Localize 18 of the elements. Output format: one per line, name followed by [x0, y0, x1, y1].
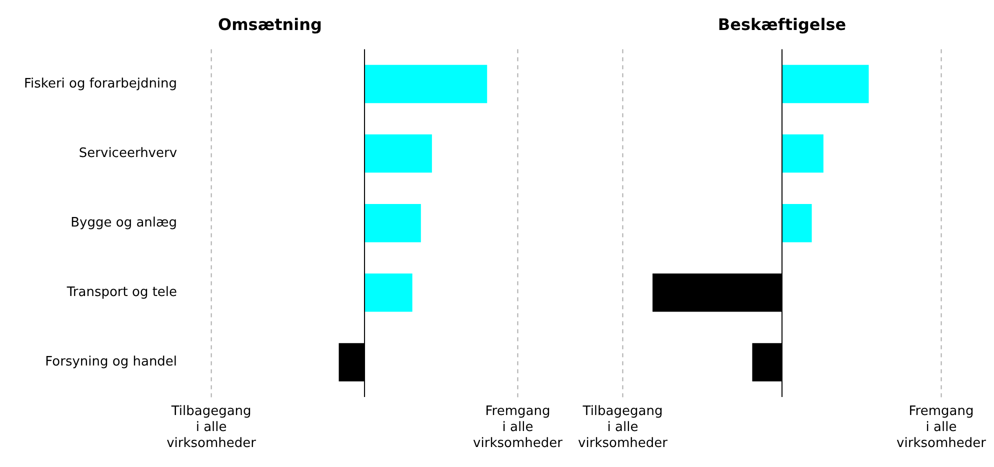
- bar: [364, 64, 488, 104]
- bar: [364, 134, 432, 173]
- y-tick-label: Fiskeri og forarbejdning: [24, 76, 178, 92]
- chart-title: Omsætning: [218, 14, 322, 34]
- y-tick-label: Bygge og anlæg: [70, 215, 178, 230]
- bar: [364, 204, 421, 242]
- bar: [782, 134, 824, 173]
- ref-line-label: Fremgang i alle virksomheder: [473, 404, 564, 451]
- y-tick-label: Transport og tele: [66, 285, 178, 300]
- ref-line-label: Tilbagegang i alle virksomheder: [166, 404, 257, 451]
- ref-line-label: Fremgang i alle virksomheder: [896, 404, 987, 451]
- bar: [364, 274, 412, 312]
- bar: [782, 204, 812, 242]
- bar: [782, 64, 869, 104]
- chart-title: Beskæftigelse: [718, 14, 846, 34]
- y-tick-label: Serviceerhverv: [78, 146, 178, 161]
- y-tick-label: Forsyning og handel: [45, 354, 178, 370]
- ref-line-label: Tilbagegang i alle virksomheder: [578, 404, 668, 451]
